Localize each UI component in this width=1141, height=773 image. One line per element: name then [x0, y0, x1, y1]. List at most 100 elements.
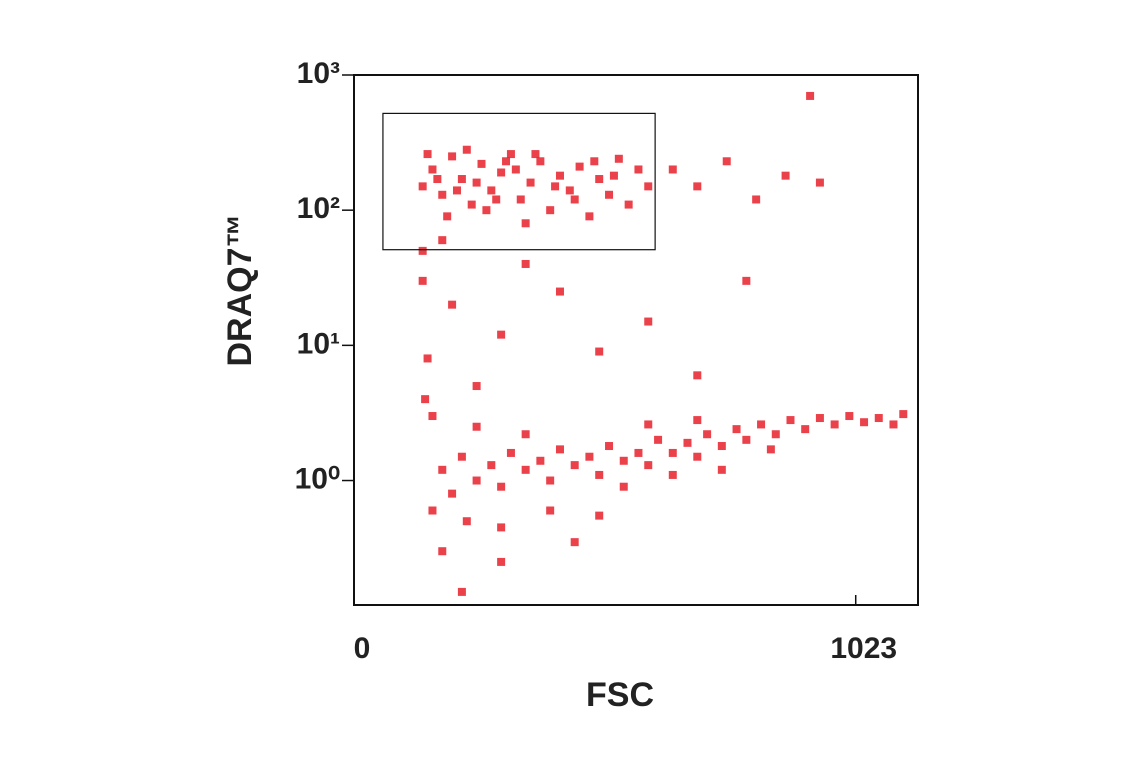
- data-point: [423, 150, 432, 159]
- data-point: [781, 171, 790, 180]
- data-point: [546, 476, 555, 485]
- data-point: [668, 448, 677, 457]
- data-point: [717, 465, 726, 474]
- data-point: [860, 418, 869, 427]
- x-tick-label: 0: [354, 632, 371, 665]
- x-tick-label: 1023: [830, 632, 897, 665]
- data-point: [605, 442, 614, 451]
- data-point: [492, 195, 501, 204]
- data-point: [693, 416, 702, 425]
- data-point: [487, 461, 496, 470]
- data-point: [830, 420, 839, 429]
- data-point: [433, 175, 442, 184]
- y-tick-label: 10³: [297, 57, 340, 90]
- data-point: [521, 259, 530, 268]
- data-point: [815, 414, 824, 423]
- data-point: [742, 276, 751, 285]
- data-point: [766, 445, 775, 454]
- y-axis-label: DRAQ7™: [221, 213, 259, 366]
- x-axis-label: FSC: [586, 676, 654, 714]
- data-point: [506, 448, 515, 457]
- data-point: [644, 317, 653, 326]
- data-point: [472, 476, 481, 485]
- data-point: [546, 506, 555, 515]
- data-point: [619, 482, 628, 491]
- data-point: [693, 182, 702, 191]
- data-point: [590, 157, 599, 166]
- data-point: [418, 276, 427, 285]
- data-point: [423, 354, 432, 363]
- data-point: [693, 371, 702, 380]
- data-point: [815, 178, 824, 187]
- data-point: [516, 195, 525, 204]
- data-point: [482, 206, 491, 215]
- data-point: [438, 465, 447, 474]
- data-point: [462, 145, 471, 154]
- data-point: [418, 246, 427, 255]
- data-point: [595, 347, 604, 356]
- data-point: [874, 414, 883, 423]
- data-point: [595, 511, 604, 520]
- data-point: [472, 178, 481, 187]
- data-point: [845, 412, 854, 421]
- data-point: [619, 456, 628, 465]
- data-point: [457, 452, 466, 461]
- data-point: [448, 300, 457, 309]
- data-point: [438, 547, 447, 556]
- data-point: [526, 178, 535, 187]
- data-point: [605, 190, 614, 199]
- data-point: [546, 206, 555, 215]
- data-point: [644, 182, 653, 191]
- data-point: [555, 445, 564, 454]
- data-point: [506, 150, 515, 159]
- data-point: [899, 410, 908, 419]
- data-point: [497, 557, 506, 566]
- data-point: [771, 430, 780, 439]
- data-point: [609, 171, 618, 180]
- data-point: [786, 416, 795, 425]
- data-point: [487, 186, 496, 195]
- data-point: [555, 287, 564, 296]
- data-point: [472, 382, 481, 391]
- data-point: [448, 489, 457, 498]
- data-point: [585, 452, 594, 461]
- data-point: [497, 523, 506, 532]
- data-point: [536, 157, 545, 166]
- data-point: [497, 168, 506, 177]
- data-point: [497, 330, 506, 339]
- data-point: [742, 435, 751, 444]
- data-point: [644, 461, 653, 470]
- data-point: [428, 506, 437, 515]
- data-point: [693, 452, 702, 461]
- data-point: [443, 212, 452, 221]
- data-point: [438, 190, 447, 199]
- data-point: [634, 165, 643, 174]
- data-point: [472, 422, 481, 431]
- data-point: [570, 461, 579, 470]
- data-point: [732, 425, 741, 434]
- data-point: [428, 165, 437, 174]
- data-point: [521, 430, 530, 439]
- data-point: [752, 195, 761, 204]
- data-point: [428, 412, 437, 421]
- data-point: [536, 456, 545, 465]
- data-point: [717, 442, 726, 451]
- data-point: [421, 395, 430, 404]
- data-point: [502, 157, 511, 166]
- data-point: [668, 165, 677, 174]
- data-point: [497, 482, 506, 491]
- gate: [382, 112, 656, 251]
- data-point: [555, 171, 564, 180]
- data-point: [531, 150, 540, 159]
- data-point: [595, 470, 604, 479]
- data-point: [477, 159, 486, 168]
- data-point: [457, 587, 466, 596]
- data-point: [757, 420, 766, 429]
- y-tick-label: 10⁰: [295, 462, 340, 495]
- data-point: [889, 420, 898, 429]
- plot-frame: [353, 74, 919, 606]
- data-point: [654, 435, 663, 444]
- data-point: [521, 465, 530, 474]
- data-point: [722, 157, 731, 166]
